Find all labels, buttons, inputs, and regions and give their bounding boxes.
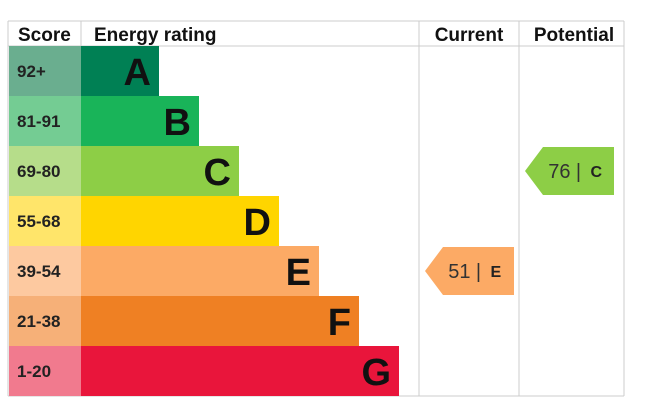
score-cell-c <box>9 146 81 196</box>
header-current: Current <box>435 25 504 46</box>
rating-bar-b <box>81 96 199 146</box>
score-range-c: 69-80 <box>17 162 60 181</box>
score-range-g: 1-20 <box>17 362 51 381</box>
rating-markers: 51 | E 76 | C <box>425 147 614 295</box>
rating-bar-f <box>81 296 359 346</box>
potential-rating: 76 | C <box>525 147 614 195</box>
rating-bar-d <box>81 196 279 246</box>
band-row-f: 21-38 F <box>9 296 359 346</box>
rating-letter-a: A <box>124 52 151 94</box>
rating-letter-f: F <box>328 302 351 344</box>
rating-letter-c: C <box>204 152 231 194</box>
score-range-f: 21-38 <box>17 312 60 331</box>
band-row-e: 39-54 E <box>9 246 319 296</box>
rating-letter-d: D <box>244 202 271 244</box>
potential-rating-letter: C <box>591 164 603 181</box>
current-rating-value: 51 <box>448 261 470 283</box>
rating-bar-g <box>81 346 399 396</box>
rating-bar-c <box>81 146 239 196</box>
score-cell-f <box>9 296 81 346</box>
rating-letter-e: E <box>286 252 311 294</box>
band-row-d: 55-68 D <box>9 196 279 246</box>
band-row-b: 81-91 B <box>9 96 199 146</box>
score-cell-g <box>9 346 81 396</box>
rating-bands: 92+ A 81-91 B 69-80 C 55-68 D 39-54 E 21-38 F 1-20 G <box>9 46 399 396</box>
current-rating: 51 | E <box>425 247 514 295</box>
potential-rating-arrow <box>525 147 614 195</box>
rating-bar-a <box>81 46 159 96</box>
potential-rating-value: 76 <box>548 161 570 183</box>
current-rating-arrow <box>425 247 514 295</box>
rating-letter-g: G <box>361 352 391 394</box>
score-cell-a <box>9 46 81 96</box>
rating-bar-e <box>81 246 319 296</box>
rating-letter-b: B <box>164 102 191 144</box>
score-range-b: 81-91 <box>17 112 60 131</box>
header-energy-rating: Energy rating <box>94 25 216 46</box>
score-range-a: 92+ <box>17 62 46 81</box>
band-row-g: 1-20 G <box>9 346 399 396</box>
current-rating-letter: E <box>491 264 502 281</box>
header-score: Score <box>18 25 71 46</box>
score-cell-e <box>9 246 81 296</box>
score-range-d: 55-68 <box>17 212 60 231</box>
header-potential: Potential <box>534 25 614 46</box>
current-rating-separator: | <box>476 261 481 283</box>
score-cell-d <box>9 196 81 246</box>
potential-rating-separator: | <box>576 161 581 183</box>
band-row-a: 92+ A <box>9 46 159 96</box>
band-row-c: 69-80 C <box>9 146 239 196</box>
score-range-e: 39-54 <box>17 262 61 281</box>
score-cell-b <box>9 96 81 146</box>
